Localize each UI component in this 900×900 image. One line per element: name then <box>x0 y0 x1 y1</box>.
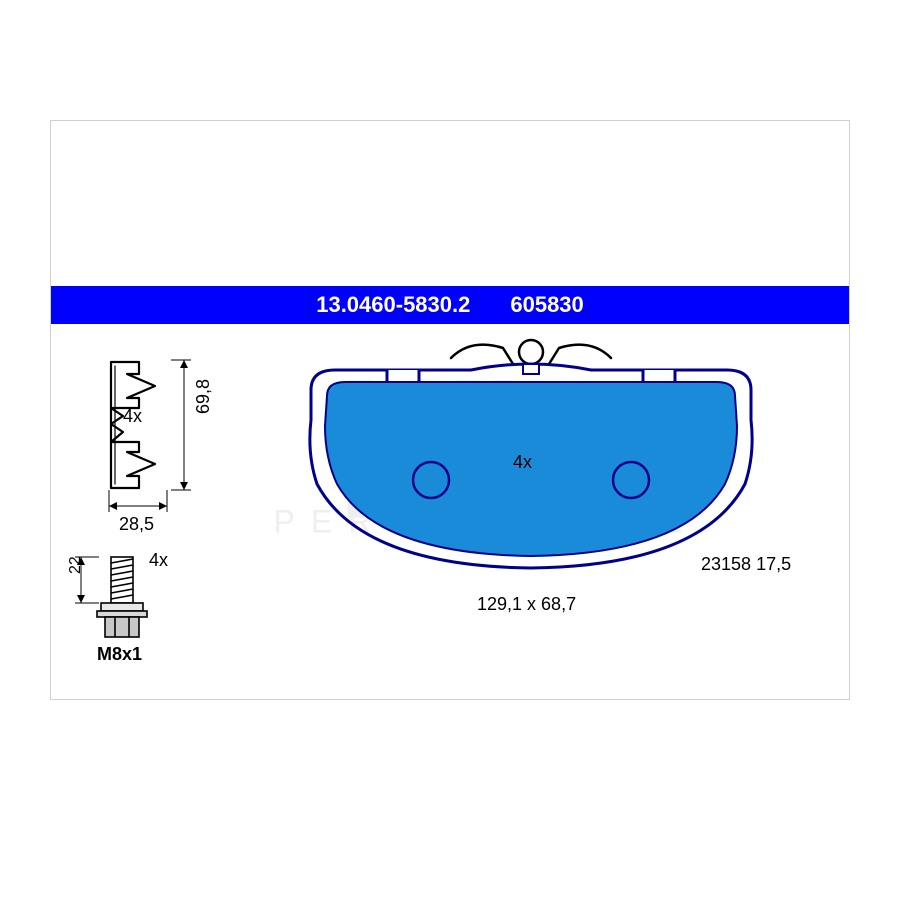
brake-pad-drawing <box>271 334 791 634</box>
header-bar: 13.0460-5830.2 605830 <box>51 286 849 324</box>
diagram-area: 4x 69,8 28,5 <box>51 324 849 694</box>
diagram-canvas: 13.0460-5830.2 605830 4x 6 <box>50 120 850 700</box>
pad-dim-label: 129,1 x 68,7 <box>477 594 576 615</box>
clip-height-label: 69,8 <box>193 379 214 414</box>
clip-qty-label: 4x <box>123 406 142 427</box>
bolt-qty-label: 4x <box>149 550 168 571</box>
pad-wva-label: 23158 17,5 <box>701 554 791 575</box>
clip-drawing <box>79 342 209 512</box>
part-number: 13.0460-5830.2 <box>316 292 470 318</box>
bolt-thread-label: M8x1 <box>97 644 142 665</box>
bolt-drawing <box>71 549 191 659</box>
bolt-length-label: 22 <box>67 556 85 574</box>
clip-width-label: 28,5 <box>119 514 154 535</box>
pad-qty-label: 4x <box>513 452 532 473</box>
short-code: 605830 <box>510 292 583 318</box>
